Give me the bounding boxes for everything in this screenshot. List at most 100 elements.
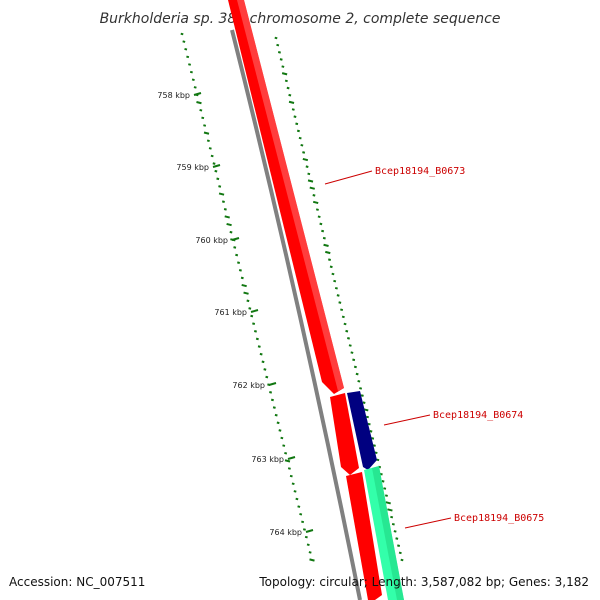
gc-skew-mark (399, 553, 402, 554)
gc-skew-mark (282, 73, 287, 74)
gc-content-mark (299, 514, 302, 515)
gc-content-mark (310, 559, 315, 560)
gc-skew-mark (316, 209, 319, 210)
gene-label-b0673[interactable]: Bcep18194_B0673 (375, 166, 465, 177)
gc-skew-mark (371, 438, 374, 439)
gc-skew-mark (383, 488, 386, 489)
gc-content-mark (281, 438, 284, 439)
gc-content-mark (219, 193, 224, 194)
gc-skew-mark (313, 202, 318, 203)
gc-content-mark (222, 201, 225, 202)
gc-skew-mark (344, 324, 347, 325)
gc-content-mark (218, 186, 221, 187)
gc-skew-mark (276, 45, 279, 46)
gc-skew-mark (306, 166, 309, 167)
gc-content-mark (254, 331, 257, 332)
gc-content-mark (256, 339, 259, 340)
gc-content-mark (196, 102, 201, 103)
gc-skew-mark (280, 59, 283, 60)
gc-content-mark (271, 400, 274, 401)
tick-label: 764 kbp (269, 528, 302, 537)
tick-mark (269, 383, 276, 385)
gc-skew-mark (323, 238, 326, 239)
gc-content-mark (203, 125, 206, 126)
gc-content-mark (250, 316, 253, 317)
gc-content-mark (235, 255, 238, 256)
gc-skew-mark (390, 517, 393, 518)
tick-mark (251, 310, 258, 312)
gc-skew-mark (392, 524, 395, 525)
tick-mark (213, 165, 220, 167)
gc-skew-mark (368, 424, 371, 425)
gc-skew-mark (401, 560, 404, 561)
gc-content-mark (273, 407, 276, 408)
gc-content-mark (282, 445, 285, 446)
gc-skew-mark (294, 116, 297, 117)
gc-content-mark (186, 57, 189, 58)
gc-content-mark (241, 278, 244, 279)
gc-content-mark (211, 156, 214, 157)
gc-content-mark (303, 529, 306, 530)
gc-skew-mark (370, 431, 373, 432)
gc-content-mark (239, 270, 242, 271)
gc-content-mark (275, 415, 278, 416)
gc-skew-mark (333, 281, 336, 282)
label-leader-b0675 (405, 518, 451, 528)
gc-content-mark (230, 232, 233, 233)
gc-content-mark (190, 72, 193, 73)
gc-content-mark (183, 41, 186, 42)
gc-content-mark (188, 64, 191, 65)
gene-bcep18194-b0673-highlight (237, 0, 344, 391)
gc-content-mark (284, 453, 287, 454)
gc-skew-mark (373, 445, 376, 446)
gene-features (228, 0, 404, 600)
gc-skew-mark (354, 367, 357, 368)
gc-content-mark (213, 163, 216, 164)
gc-skew-mark (382, 481, 385, 482)
gc-content-mark (298, 506, 301, 507)
gc-skew-mark (299, 138, 302, 139)
gc-skew-mark (320, 224, 323, 225)
gc-content-mark (264, 369, 267, 370)
gc-skew-mark (346, 331, 349, 332)
gc-skew-mark (292, 109, 295, 110)
gc-skew-mark (385, 495, 388, 496)
gc-skew-mark (297, 131, 300, 132)
gc-content-mark (249, 308, 252, 309)
gc-content-mark (224, 209, 227, 210)
gc-skew-mark (351, 352, 354, 353)
tick-mark (306, 530, 313, 532)
gc-content-mark (192, 79, 195, 80)
gc-skew-mark (396, 538, 399, 539)
tick-label: 762 kbp (232, 381, 265, 390)
gc-content-mark (200, 110, 203, 111)
gc-content-mark (285, 460, 290, 461)
gc-content-mark (269, 392, 272, 393)
gc-skew-mark (386, 502, 391, 503)
gc-content-mark (305, 537, 308, 538)
gc-content-mark (201, 118, 204, 119)
gc-skew-track (275, 38, 404, 561)
gc-content-mark (309, 552, 312, 553)
gc-content-mark (301, 522, 304, 523)
gene-label-b0674[interactable]: Bcep18194_B0674 (433, 410, 523, 421)
gc-content-mark (292, 483, 295, 484)
gc-content-mark (258, 346, 261, 347)
gc-skew-mark (361, 395, 364, 396)
tick-label: 758 kbp (157, 91, 190, 100)
gc-skew-mark (347, 338, 350, 339)
gc-skew-mark (366, 417, 369, 418)
gc-content-mark (277, 422, 280, 423)
gc-content-mark (288, 468, 291, 469)
gc-content-mark (237, 262, 240, 263)
gc-content-mark (296, 499, 299, 500)
gc-skew-mark (282, 66, 285, 67)
gc-content-mark (260, 354, 263, 355)
gc-content-mark (242, 285, 247, 286)
gene-label-b0675[interactable]: Bcep18194_B0675 (454, 513, 544, 524)
map-title: Burkholderia sp. 383 chromosome 2, compl… (100, 11, 501, 27)
gc-skew-mark (352, 359, 355, 360)
gc-skew-mark (340, 309, 343, 310)
tick-mark (288, 457, 295, 459)
tick-mark (194, 93, 201, 95)
